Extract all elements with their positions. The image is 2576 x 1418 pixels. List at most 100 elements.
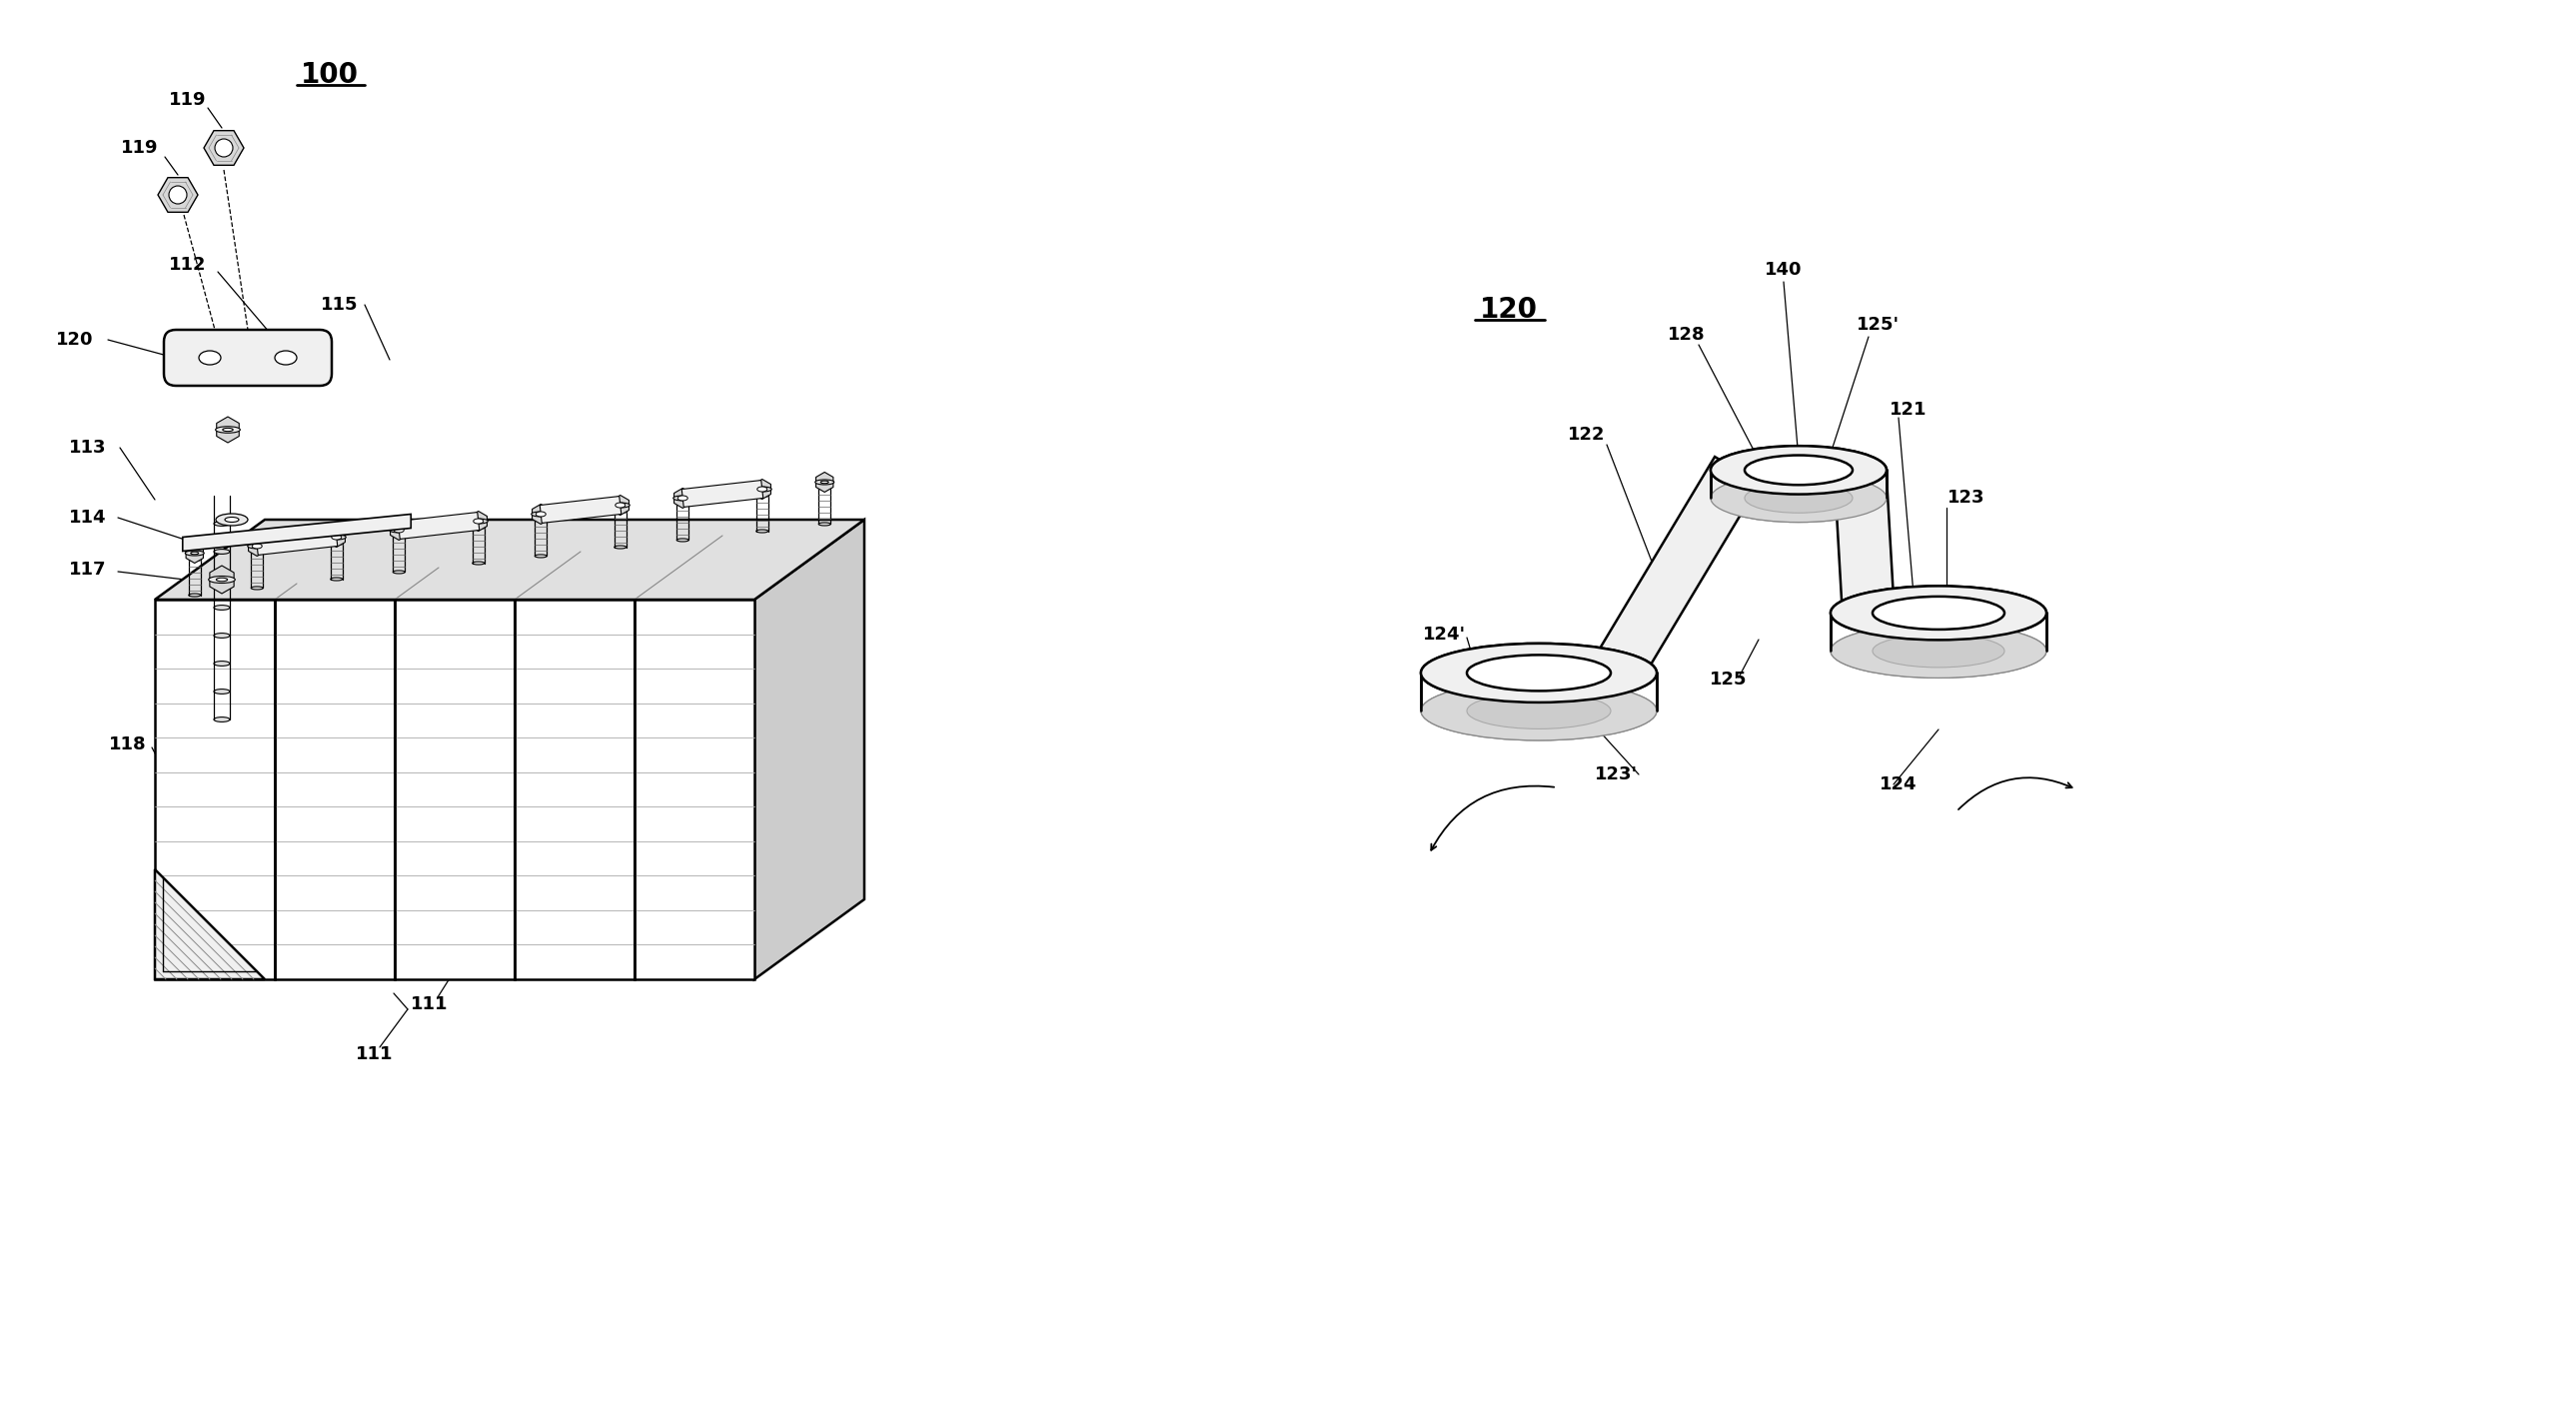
Ellipse shape — [1832, 624, 2045, 678]
Text: 128: 128 — [1667, 326, 1705, 343]
Ellipse shape — [1744, 484, 1852, 513]
Polygon shape — [394, 600, 515, 980]
Ellipse shape — [209, 576, 234, 583]
Ellipse shape — [252, 545, 260, 547]
Ellipse shape — [216, 427, 240, 432]
Ellipse shape — [191, 552, 198, 554]
Text: 125': 125' — [1857, 316, 1901, 333]
Ellipse shape — [394, 529, 402, 532]
Ellipse shape — [474, 519, 484, 523]
Ellipse shape — [1710, 474, 1886, 522]
Ellipse shape — [389, 527, 410, 533]
Ellipse shape — [672, 496, 693, 501]
Ellipse shape — [222, 428, 232, 431]
Polygon shape — [247, 536, 265, 556]
Ellipse shape — [677, 539, 688, 542]
Ellipse shape — [214, 634, 229, 638]
Text: 120: 120 — [57, 330, 93, 349]
Ellipse shape — [1422, 644, 1656, 702]
Ellipse shape — [752, 486, 773, 492]
Ellipse shape — [613, 546, 626, 549]
Ellipse shape — [677, 496, 688, 501]
Ellipse shape — [394, 529, 404, 532]
Ellipse shape — [819, 523, 829, 526]
Ellipse shape — [616, 503, 623, 506]
Ellipse shape — [1832, 624, 2045, 678]
FancyBboxPatch shape — [165, 330, 332, 386]
Ellipse shape — [616, 502, 626, 508]
Polygon shape — [755, 479, 770, 499]
Ellipse shape — [1466, 655, 1610, 691]
Ellipse shape — [214, 718, 229, 722]
Ellipse shape — [224, 518, 240, 522]
Text: 123': 123' — [1595, 766, 1638, 784]
Polygon shape — [216, 417, 240, 442]
Ellipse shape — [536, 513, 544, 515]
Ellipse shape — [677, 496, 688, 499]
Ellipse shape — [677, 496, 688, 499]
Ellipse shape — [1710, 445, 1886, 495]
Text: 120: 120 — [1479, 296, 1538, 323]
Ellipse shape — [757, 488, 768, 491]
Ellipse shape — [216, 579, 227, 581]
Ellipse shape — [757, 488, 765, 491]
Ellipse shape — [216, 513, 247, 526]
Text: 118: 118 — [108, 736, 147, 753]
Ellipse shape — [757, 530, 768, 533]
Ellipse shape — [330, 536, 343, 539]
Text: 115: 115 — [322, 296, 358, 313]
Text: 112: 112 — [170, 255, 206, 274]
Polygon shape — [675, 488, 690, 508]
Ellipse shape — [185, 550, 204, 556]
Polygon shape — [155, 519, 866, 600]
Polygon shape — [157, 177, 198, 213]
Text: 100: 100 — [301, 61, 358, 89]
Polygon shape — [185, 543, 204, 563]
Polygon shape — [817, 472, 832, 492]
Ellipse shape — [1832, 586, 2045, 640]
Text: 125: 125 — [1710, 671, 1747, 689]
Ellipse shape — [1744, 484, 1852, 513]
Ellipse shape — [1832, 586, 2045, 640]
Text: 122: 122 — [1569, 425, 1605, 444]
Ellipse shape — [252, 543, 263, 549]
Text: 111: 111 — [412, 995, 448, 1014]
Text: 124': 124' — [1422, 625, 1466, 644]
Polygon shape — [392, 520, 407, 540]
Text: 121: 121 — [1891, 401, 1927, 418]
Polygon shape — [255, 527, 337, 554]
Circle shape — [170, 186, 188, 204]
Ellipse shape — [469, 519, 487, 523]
Polygon shape — [469, 510, 487, 532]
Polygon shape — [611, 495, 629, 515]
Text: 111: 111 — [355, 1045, 394, 1064]
Ellipse shape — [247, 543, 265, 549]
Polygon shape — [533, 505, 549, 525]
Ellipse shape — [1873, 634, 2004, 668]
Ellipse shape — [214, 689, 229, 693]
Ellipse shape — [1466, 655, 1610, 691]
Polygon shape — [276, 600, 394, 980]
Ellipse shape — [613, 503, 626, 506]
Ellipse shape — [332, 535, 343, 540]
Ellipse shape — [1710, 445, 1886, 495]
Polygon shape — [683, 481, 762, 508]
Ellipse shape — [1466, 693, 1610, 729]
Text: 123: 123 — [1947, 489, 1986, 506]
Text: 124: 124 — [1880, 776, 1917, 794]
Ellipse shape — [214, 549, 229, 554]
Ellipse shape — [471, 519, 484, 523]
Polygon shape — [1834, 468, 1893, 614]
Ellipse shape — [1873, 597, 2004, 630]
Ellipse shape — [814, 479, 835, 485]
Text: 119: 119 — [170, 91, 206, 109]
Ellipse shape — [332, 536, 340, 539]
Ellipse shape — [276, 350, 296, 364]
Ellipse shape — [214, 661, 229, 666]
Text: 113: 113 — [70, 438, 106, 457]
Polygon shape — [397, 512, 479, 539]
Ellipse shape — [1873, 597, 2004, 630]
Ellipse shape — [1466, 693, 1610, 729]
Circle shape — [214, 139, 232, 157]
Ellipse shape — [330, 577, 343, 580]
